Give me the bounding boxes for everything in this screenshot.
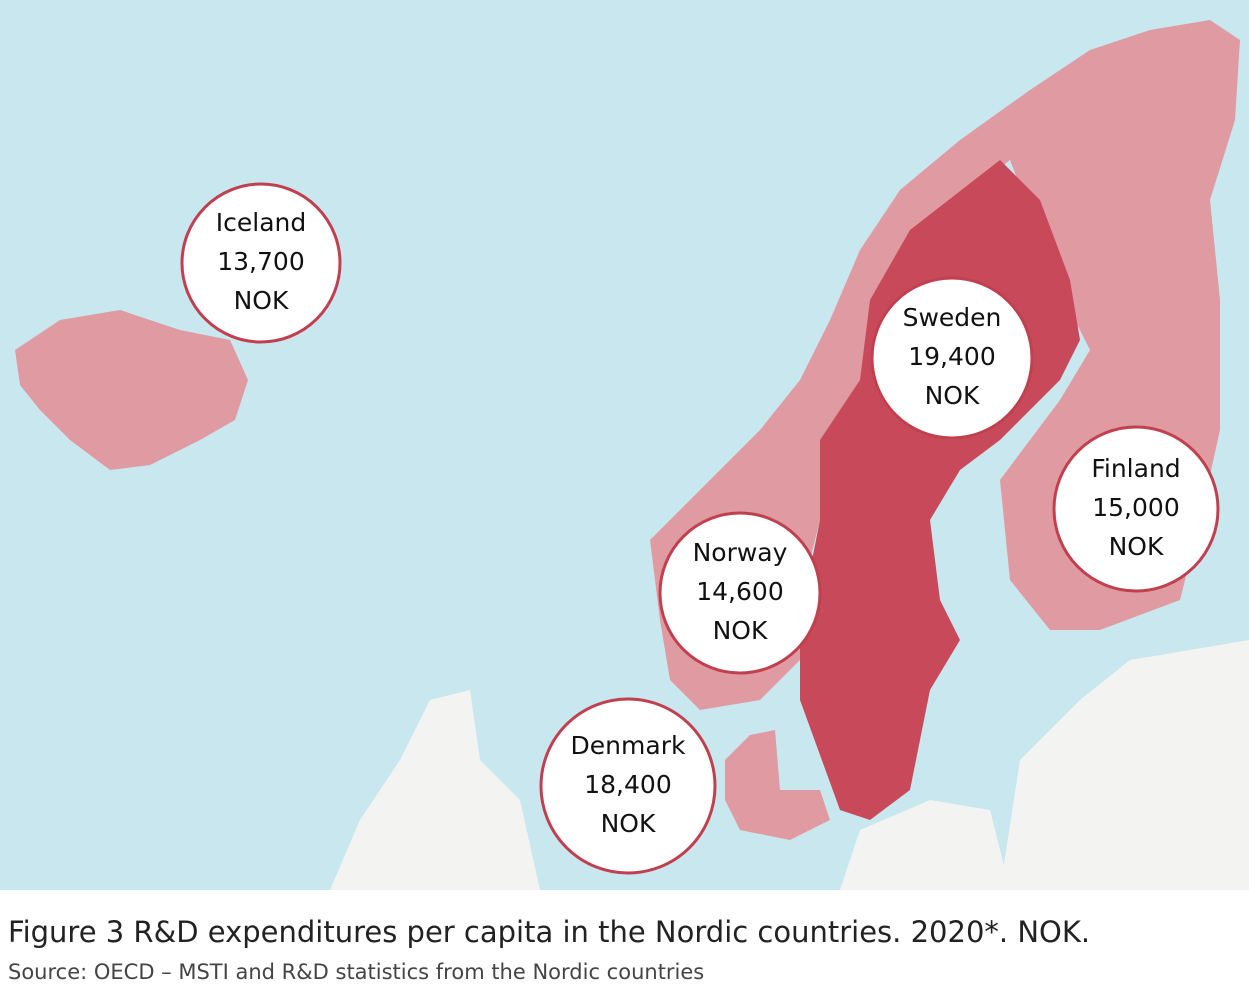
region-name: Denmark	[571, 731, 686, 760]
map: Iceland 13,700 NOK Sweden 19,400 NOK Fin…	[0, 0, 1249, 890]
marker-sweden: Sweden 19,400 NOK	[870, 276, 1034, 440]
denmark	[725, 730, 830, 840]
marker-norway: Norway 14,600 NOK	[658, 511, 822, 675]
land-other	[1000, 640, 1249, 890]
region-value: 14,600	[696, 577, 783, 606]
region-unit: NOK	[925, 381, 980, 410]
marker-circle	[1052, 425, 1220, 593]
marker-circle	[539, 697, 717, 875]
region-value: 18,400	[584, 770, 671, 799]
marker-circle	[870, 276, 1034, 440]
marker-iceland: Iceland 13,700 NOK	[180, 182, 342, 344]
caption-title: Figure 3 R&D expenditures per capita in …	[8, 915, 1091, 949]
region-unit: NOK	[601, 809, 656, 838]
region-name: Norway	[693, 538, 788, 567]
region-name: Finland	[1091, 454, 1180, 483]
caption-source: Source: OECD – MSTI and R&D statistics f…	[8, 960, 705, 984]
land-other	[330, 690, 540, 890]
iceland	[15, 310, 248, 470]
region-name: Iceland	[216, 208, 306, 237]
region-value: 19,400	[908, 342, 995, 371]
region-value: 15,000	[1092, 493, 1179, 522]
marker-denmark: Denmark 18,400 NOK	[539, 697, 717, 875]
marker-finland: Finland 15,000 NOK	[1052, 425, 1220, 593]
land-other	[840, 800, 1010, 890]
region-name: Sweden	[903, 303, 1002, 332]
region-unit: NOK	[713, 616, 768, 645]
marker-circle	[658, 511, 822, 675]
region-value: 13,700	[217, 247, 304, 276]
region-unit: NOK	[234, 286, 289, 315]
region-unit: NOK	[1109, 532, 1164, 561]
marker-circle	[180, 182, 342, 344]
